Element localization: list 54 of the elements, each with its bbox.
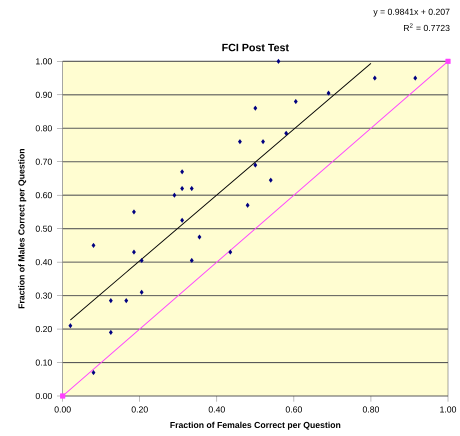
chart-title: FCI Post Test (222, 44, 289, 52)
text: R$^{2}$ = 0.7723 (404, 23, 450, 32)
point (180, 218, 184, 223)
y-tick-label: 0.90 (36, 92, 52, 98)
x-tick-label: 0.40 (208, 406, 225, 413)
point (372, 76, 377, 80)
x-tick-label: 0.80 (362, 406, 380, 413)
y-tick-label: 1.00 (36, 58, 52, 64)
point (246, 202, 250, 208)
point (180, 186, 184, 191)
point (108, 330, 113, 335)
point (413, 76, 418, 80)
point (228, 250, 232, 254)
point (276, 58, 280, 64)
point (132, 210, 136, 214)
point (140, 290, 144, 295)
x-tick-label: 0.20 (132, 406, 148, 413)
point (92, 370, 96, 375)
point (92, 242, 96, 248)
point (140, 258, 144, 263)
point (284, 130, 288, 136)
x-tick-label: 0.00 (54, 406, 71, 413)
point (294, 99, 298, 104)
y-axis-title: Fraction of Males Correct per Question (18, 149, 26, 308)
point (132, 250, 136, 254)
point (108, 298, 113, 304)
point (268, 178, 273, 183)
x-tick-label: 0.60 (286, 406, 302, 413)
y-tick-label: 0.70 (36, 158, 52, 165)
point (172, 192, 176, 198)
y-tick-label: 0.50 (36, 226, 52, 232)
point (180, 169, 184, 174)
y-tick-label: 0.10 (36, 359, 52, 366)
point (445, 58, 451, 64)
y-tick-label: 0.20 (36, 326, 52, 332)
y-tick-label: 0.00 (36, 392, 52, 400)
y-tick-label: 0.60 (36, 192, 52, 198)
x-axis-title: Fraction of Females Correct per Question (170, 422, 340, 430)
point (68, 323, 72, 328)
point (198, 234, 202, 240)
y-tick-label: 0.80 (36, 125, 52, 132)
point (238, 139, 242, 144)
point (253, 106, 258, 111)
point (253, 162, 258, 168)
point (124, 298, 128, 304)
point (60, 393, 66, 399)
point (190, 186, 194, 191)
point (261, 139, 265, 144)
y-tick-label: 0.40 (36, 259, 52, 266)
x-tick-label: 1.00 (440, 406, 456, 413)
point (326, 90, 330, 96)
text: y = 0.9841x + 0.207 (373, 8, 450, 17)
point (190, 258, 194, 263)
y-tick-label: 0.30 (36, 292, 52, 299)
